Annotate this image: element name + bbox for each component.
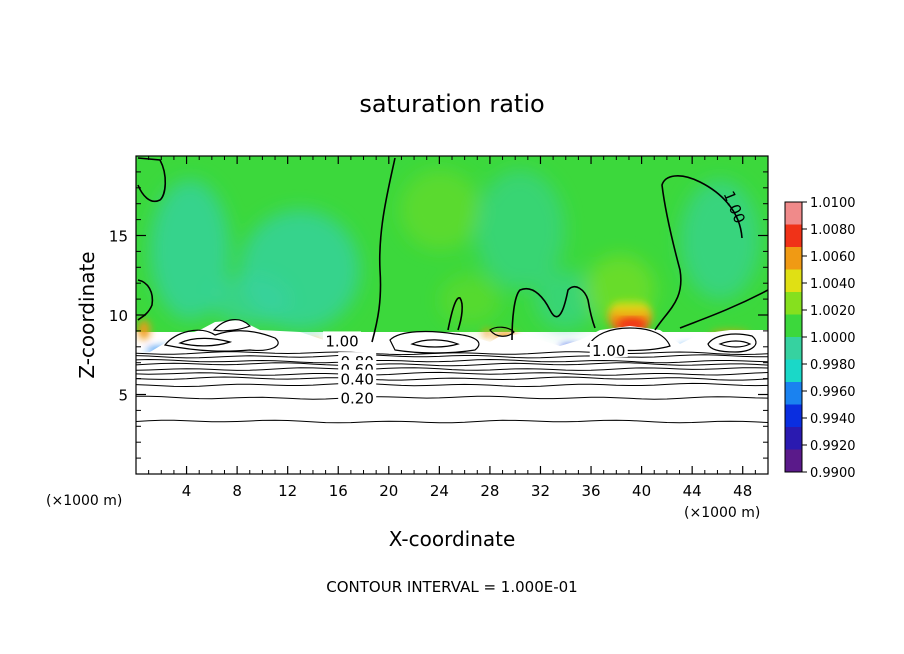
colorbar-segment: [785, 427, 802, 450]
contour-label: 1.00: [325, 332, 358, 350]
colorbar-segment: [785, 382, 802, 405]
x-tick-label: 36: [581, 482, 600, 500]
colorbar-label: 0.9900: [810, 466, 856, 481]
colorbar-segment: [785, 337, 802, 360]
colorbar-segment: [785, 247, 802, 270]
field-variations: [150, 170, 760, 330]
contour-label-bg: [338, 388, 377, 405]
colorbar-label: 0.9940: [810, 412, 856, 427]
contour-line: [136, 419, 768, 424]
contour-label: 0.20: [340, 390, 373, 408]
contour-line: [136, 362, 768, 367]
colorbar-segment: [785, 292, 802, 315]
colorbar-label: 1.0020: [810, 304, 856, 319]
colorbar-label: 1.0000: [810, 331, 856, 346]
contour-line: [136, 376, 768, 381]
contour-label: 1.00: [592, 342, 625, 360]
colorbar-segment: [785, 404, 802, 427]
contour-label-bg: [338, 369, 377, 386]
y-tick-label: 10: [109, 307, 128, 325]
y-tick-label: 15: [109, 228, 128, 246]
contour-line: [136, 351, 768, 356]
contour-line: [136, 395, 768, 400]
x-tick-label: 8: [232, 482, 242, 500]
x-tick-label: 24: [430, 482, 449, 500]
y-axis: 5 10 15: [109, 171, 768, 459]
x-axis: 4 8 12 16 20 24 28 32 36 40 44 48: [148, 156, 756, 500]
x-unit-left: (×1000 m): [46, 493, 122, 509]
contour-line: [136, 382, 768, 388]
contour-line: [136, 358, 768, 364]
below-cloud-contours: [136, 351, 768, 424]
x-tick-label: 12: [278, 482, 297, 500]
colorbar-label: 1.0060: [810, 250, 856, 265]
cloud-contours: [163, 319, 757, 354]
x-unit-right: (×1000 m): [684, 505, 760, 521]
y-axis-label: Z-coordinate: [75, 251, 99, 378]
colorbar: 0.9900 0.9920 0.9940 0.9960 0.9980 1.0000 1.00…: [784, 196, 856, 481]
colorbar-label: 0.9980: [810, 358, 856, 373]
x-axis-label: X-coordinate: [389, 527, 516, 551]
x-tick-label: 40: [632, 482, 651, 500]
y-tick-label: 5: [118, 387, 128, 405]
contour-interval-note: CONTOUR INTERVAL = 1.000E-01: [326, 578, 577, 596]
colorbar-label: 0.9920: [810, 439, 856, 454]
contour-line: [136, 354, 768, 359]
x-tick-label: 44: [683, 482, 702, 500]
upper-contours: [137, 157, 768, 343]
colorbar-label: 1.0100: [810, 196, 856, 211]
colorbar-segment: [785, 202, 802, 225]
colorbar-segment: [785, 359, 802, 382]
x-tick-label: 16: [329, 482, 348, 500]
contour-label-bg: [323, 331, 362, 348]
contour-label-bg: [589, 340, 628, 357]
colorbar-segment: [785, 224, 802, 247]
x-tick-label: 48: [733, 482, 752, 500]
colorbar-label: 0.9960: [810, 385, 856, 400]
x-tick-label: 20: [379, 482, 398, 500]
x-tick-label: 28: [480, 482, 499, 500]
contour-line: [136, 371, 768, 376]
colorbar-label: 1.0080: [810, 223, 856, 238]
contour-line: [136, 367, 768, 371]
chart-title: saturation ratio: [359, 90, 544, 118]
contour-labels: 1.000.800.600.400.201.001.00: [323, 188, 749, 408]
x-tick-label: 4: [182, 482, 192, 500]
colorbar-segment: [785, 269, 802, 292]
x-tick-label: 32: [531, 482, 550, 500]
contour-label: 0.40: [340, 371, 373, 389]
colorbar-label: 1.0040: [810, 277, 856, 292]
plot-area: [136, 156, 768, 474]
colorbar-segment: [785, 314, 802, 337]
colorbar-segment: [785, 449, 802, 472]
